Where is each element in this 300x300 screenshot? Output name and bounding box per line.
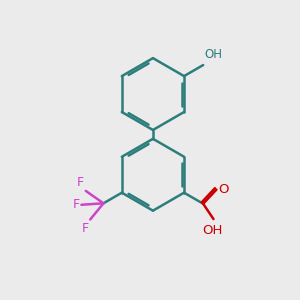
- Text: F: F: [73, 198, 80, 211]
- Text: F: F: [82, 222, 89, 236]
- Text: F: F: [77, 176, 84, 190]
- Text: OH: OH: [205, 48, 223, 61]
- Text: OH: OH: [202, 224, 222, 237]
- Text: O: O: [218, 183, 228, 196]
